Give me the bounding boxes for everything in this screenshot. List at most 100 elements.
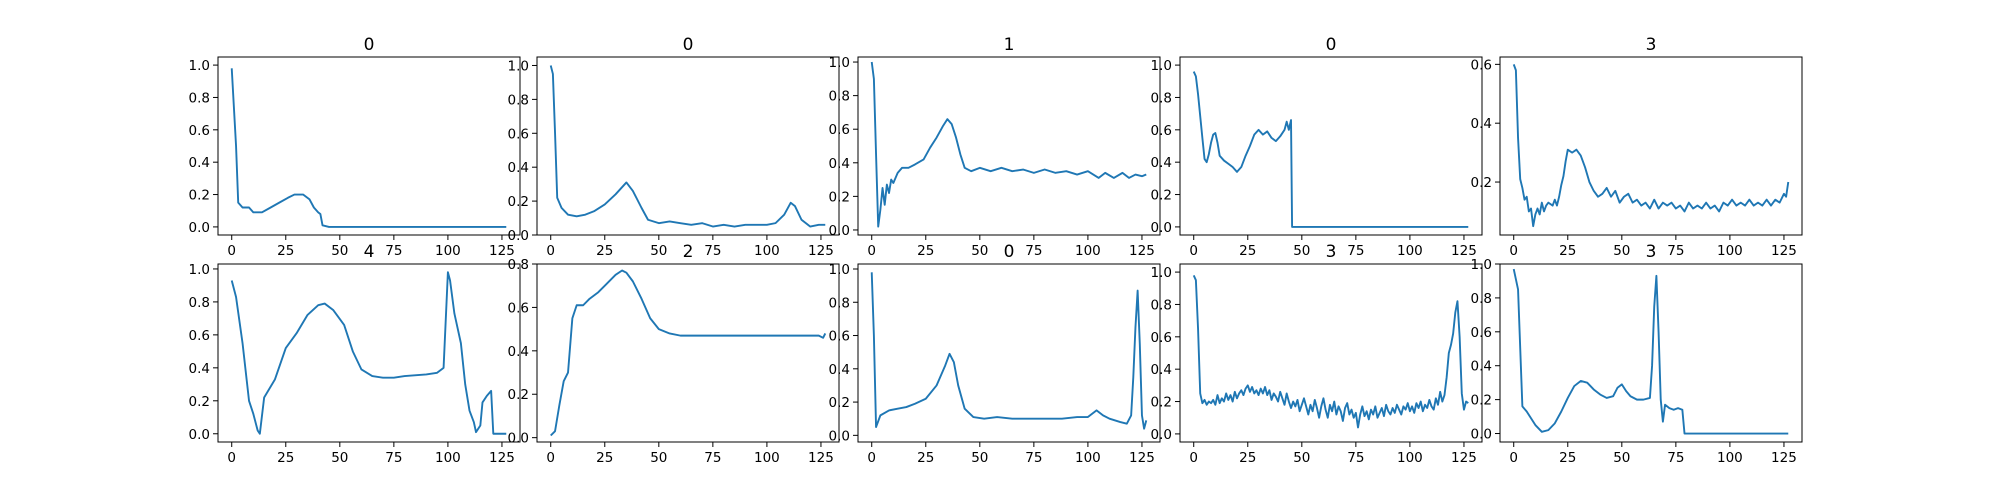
subplot-grid: 0 25 50 75 100 125 0.0 0.2 0.4 0.6 0.8 1.0 0 0 25 50 75 1…	[189, 35, 1803, 466]
y-tick-label: 0.2	[189, 188, 210, 204]
y-tick-label: 0.8	[189, 90, 210, 106]
x-tick-label: 75	[1347, 450, 1364, 466]
y-tick-label: 1.0	[1471, 257, 1492, 273]
x-tick-label: 100	[1397, 450, 1423, 466]
axes-frame	[217, 263, 521, 443]
x-tick-label: 0	[1189, 243, 1198, 259]
series-line	[1192, 71, 1469, 228]
x-tick-label: 125	[1129, 450, 1155, 466]
x-tick-label: 125	[489, 450, 515, 466]
y-tick-label: 0.2	[508, 387, 529, 403]
y-tick-label: 0.6	[829, 329, 850, 345]
subplot-0: 0 25 50 75 100 125 0.0 0.2 0.4 0.6 0.8 1.0 0	[189, 35, 521, 259]
subplot-title: 4	[364, 242, 375, 262]
y-tick-label: 0.0	[1151, 220, 1172, 236]
x-tick-label: 75	[1025, 243, 1042, 259]
y-tick-label: 1.0	[829, 262, 850, 278]
x-tick-label: 0	[546, 243, 555, 259]
y-tick-label: 0.4	[829, 362, 850, 378]
x-tick-label: 25	[596, 450, 613, 466]
x-tick-label: 75	[1667, 450, 1684, 466]
y-tick-label: 1.0	[1151, 265, 1172, 281]
subplot-title: 2	[683, 242, 694, 262]
y-tick-label: 0.2	[508, 194, 529, 210]
subplot-6: 0 25 50 75 100 125 0.0 0.2 0.4 0.6 0.8 2	[508, 242, 840, 466]
series-line	[230, 68, 507, 228]
series-line	[230, 271, 507, 435]
y-tick-label: 0.4	[1471, 116, 1492, 132]
y-tick-label: 0.4	[508, 160, 529, 176]
y-tick-label: 0.6	[829, 122, 850, 138]
subplot-title: 3	[1326, 242, 1337, 262]
y-tick-label: 0.4	[189, 155, 210, 171]
axes-frame	[536, 263, 840, 443]
y-tick-label: 1.0	[1151, 58, 1172, 74]
x-tick-label: 50	[331, 243, 348, 259]
axes-frame	[857, 263, 1161, 443]
series-line	[550, 269, 827, 437]
series-line	[549, 65, 826, 228]
y-tick-label: 0.6	[508, 126, 529, 142]
x-tick-label: 25	[1559, 450, 1576, 466]
subplot-title: 3	[1646, 242, 1657, 262]
x-tick-label: 100	[1075, 450, 1101, 466]
x-tick-label: 50	[331, 450, 348, 466]
y-tick-label: 0.6	[508, 300, 529, 316]
subplot-4: 0 25 50 75 100 125 0.2 0.4 0.6 3	[1471, 35, 1803, 259]
y-tick-label: 0.6	[1151, 330, 1172, 346]
x-tick-label: 0	[1509, 243, 1518, 259]
subplot-3: 0 25 50 75 100 125 0.0 0.2 0.4 0.6 0.8 1.0 0	[1151, 35, 1483, 259]
y-tick-label: 0.6	[1151, 123, 1172, 139]
x-tick-label: 0	[227, 243, 236, 259]
subplot-2: 0 25 50 75 100 125 0.0 0.2 0.4 0.6 0.8 1.0 1	[829, 35, 1161, 259]
x-tick-label: 50	[1293, 243, 1310, 259]
y-tick-label: 0.0	[508, 431, 529, 447]
x-tick-label: 50	[971, 243, 988, 259]
y-tick-label: 0.8	[829, 89, 850, 105]
y-tick-label: 0.6	[1471, 57, 1492, 73]
y-tick-label: 0.2	[1151, 395, 1172, 411]
x-tick-label: 25	[917, 243, 934, 259]
y-tick-label: 0.2	[1471, 175, 1492, 191]
y-tick-label: 0.0	[829, 223, 850, 239]
x-tick-label: 75	[704, 243, 721, 259]
x-tick-label: 75	[704, 450, 721, 466]
subplot-title: 0	[364, 35, 375, 55]
x-tick-label: 100	[754, 243, 780, 259]
y-tick-label: 0.8	[508, 257, 529, 273]
series-line	[1512, 64, 1790, 228]
x-tick-label: 100	[1717, 243, 1743, 259]
x-tick-label: 125	[489, 243, 515, 259]
subplot-8: 0 25 50 75 100 125 0.0 0.2 0.4 0.6 0.8 1.0 3	[1151, 242, 1483, 466]
y-tick-label: 0.2	[829, 189, 850, 205]
series-line	[1192, 274, 1469, 429]
series-line	[870, 61, 1147, 228]
x-tick-label: 125	[1451, 243, 1477, 259]
x-tick-label: 100	[754, 450, 780, 466]
y-tick-label: 0.0	[189, 220, 210, 236]
y-tick-label: 0.4	[189, 361, 210, 377]
subplot-title: 0	[1326, 35, 1337, 55]
y-tick-label: 0.2	[1151, 188, 1172, 204]
y-tick-label: 0.8	[1471, 291, 1492, 307]
y-tick-label: 1.0	[189, 58, 210, 74]
x-tick-label: 25	[917, 450, 934, 466]
y-tick-label: 0.8	[508, 92, 529, 108]
x-tick-label: 75	[385, 450, 402, 466]
x-tick-label: 125	[1451, 450, 1477, 466]
y-tick-label: 0.4	[1471, 359, 1492, 375]
y-tick-label: 0.2	[1471, 393, 1492, 409]
y-tick-label: 1.0	[189, 262, 210, 278]
x-tick-label: 100	[1397, 243, 1423, 259]
x-tick-label: 0	[1509, 450, 1518, 466]
subplot-5: 0 25 50 75 100 125 0.0 0.2 0.4 0.6 0.8 1.0 4	[189, 242, 521, 466]
axes-frame	[1179, 263, 1483, 443]
x-tick-label: 25	[596, 243, 613, 259]
x-tick-label: 75	[385, 243, 402, 259]
x-tick-label: 0	[1189, 450, 1198, 466]
x-tick-label: 50	[650, 450, 667, 466]
axes-frame	[857, 56, 1161, 236]
subplot-1: 0 25 50 75 100 125 0.0 0.2 0.4 0.6 0.8 1.0 0	[508, 35, 840, 259]
